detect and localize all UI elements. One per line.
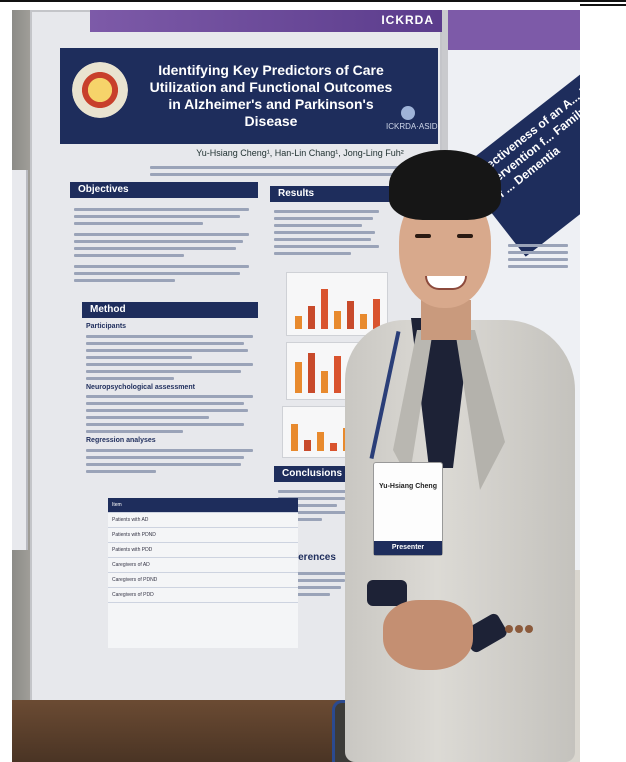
table-row: Patients with PDD	[108, 543, 298, 558]
name-badge: Yu-Hsiang Cheng Presenter	[373, 462, 443, 556]
table-row: Caregivers of PDND	[108, 573, 298, 588]
chart-bar	[321, 371, 328, 393]
conference-logo: ICKRDA·ASID	[386, 106, 438, 131]
subhead-regression: Regression analyses	[86, 437, 156, 444]
top-rule-right	[580, 4, 626, 6]
right-eye	[457, 234, 473, 238]
chart-bar	[360, 314, 367, 329]
badge-role: Presenter	[374, 541, 442, 555]
left-eye	[415, 234, 431, 238]
hospital-emblem-icon	[72, 62, 128, 118]
demographics-table: Item Patients with AD Patients with PDND Pa…	[108, 498, 298, 648]
chart-bar	[291, 424, 298, 451]
chart-bar	[334, 356, 341, 393]
table-row: Caregivers of AD	[108, 558, 298, 573]
chart-bar	[308, 306, 315, 329]
top-rule	[0, 0, 626, 2]
top-band-logo: ICKRDA	[381, 13, 434, 27]
chart-bar	[347, 301, 354, 329]
chart-bar	[334, 311, 341, 329]
chart-bar	[295, 316, 302, 329]
subhead-neuro: Neuropsychological assessment	[86, 383, 195, 391]
poster-affiliations	[150, 162, 420, 184]
adjacent-poster-text	[508, 240, 568, 272]
method-text: Participants Neuropsychological assessme…	[86, 320, 262, 477]
left-cuff	[367, 580, 407, 606]
poster-header: Identifying Key Predictors of Care Utili…	[60, 48, 438, 144]
chart-bar	[308, 353, 315, 393]
adjacent-poster-band	[448, 10, 580, 50]
presenter-person: Yu-Hsiang Cheng Presenter	[337, 150, 580, 762]
references-text	[278, 568, 352, 600]
conclusions-text	[278, 486, 352, 525]
chart-bar	[321, 289, 328, 329]
clasped-hands	[383, 600, 473, 670]
left-poster	[12, 170, 28, 550]
poster-top-band: ICKRDA	[90, 10, 442, 32]
objectives-text	[74, 204, 258, 286]
section-method: Method	[82, 302, 258, 318]
chart-bar	[330, 443, 337, 451]
chart-bar	[317, 432, 324, 451]
table-row: Item	[108, 498, 298, 513]
table-row: Caregivers of PDD	[108, 588, 298, 603]
carpet	[12, 700, 352, 762]
section-objectives: Objectives	[70, 182, 258, 198]
table-row: Patients with AD	[108, 513, 298, 528]
section-results: Results	[270, 186, 390, 202]
chart-bar	[373, 299, 380, 329]
photo: ICKRDA Identifying Key Predictors of Car…	[12, 10, 580, 762]
badge-name: Yu-Hsiang Cheng	[379, 483, 437, 490]
results-text	[274, 206, 384, 259]
results-chart-1	[286, 272, 388, 336]
subhead-participants: Participants	[86, 323, 127, 330]
poster-authors: Yu-Hsiang Cheng¹, Han-Lin Chang¹, Jong-L…	[196, 148, 404, 158]
hair	[389, 150, 501, 220]
section-conclusions: Conclusions	[274, 466, 350, 482]
table-row: Patients with PDND	[108, 528, 298, 543]
chart-bar	[304, 440, 311, 451]
poster-title: Identifying Key Predictors of Care Utili…	[149, 62, 393, 129]
chart-bar	[295, 362, 302, 393]
sleeve-buttons	[505, 620, 535, 638]
section-references: References	[282, 552, 336, 563]
